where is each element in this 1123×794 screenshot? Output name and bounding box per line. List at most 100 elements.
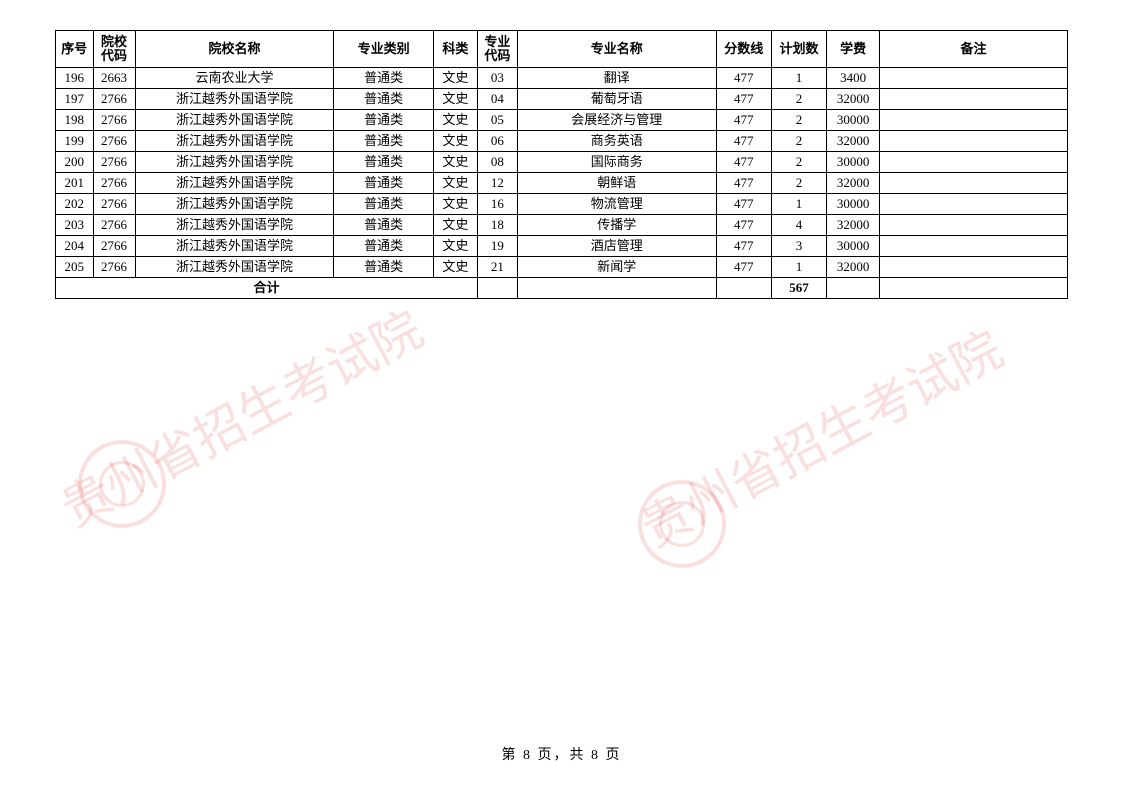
col-header-rem: 备注 <box>880 31 1068 68</box>
cell-code: 2766 <box>93 215 135 236</box>
cell-fee: 30000 <box>827 236 880 257</box>
cell-fee: 32000 <box>827 173 880 194</box>
table-row: 2052766浙江越秀外国语学院普通类文史21新闻学477132000 <box>56 257 1068 278</box>
cell-code: 2766 <box>93 131 135 152</box>
cell-mcode: 05 <box>478 110 518 131</box>
table-row: 2002766浙江越秀外国语学院普通类文史08国际商务477230000 <box>56 152 1068 173</box>
cell-score: 477 <box>716 110 771 131</box>
cell-score: 477 <box>716 173 771 194</box>
cell-mcode: 04 <box>478 89 518 110</box>
cell-sub: 文史 <box>433 236 477 257</box>
cell-name: 浙江越秀外国语学院 <box>135 257 334 278</box>
total-empty-major <box>517 278 716 299</box>
cell-rem <box>880 131 1068 152</box>
total-empty-score <box>716 278 771 299</box>
cell-code: 2766 <box>93 152 135 173</box>
cell-score: 477 <box>716 257 771 278</box>
total-empty-rem <box>880 278 1068 299</box>
total-empty-fee <box>827 278 880 299</box>
cell-name: 浙江越秀外国语学院 <box>135 110 334 131</box>
cell-code: 2766 <box>93 236 135 257</box>
cell-score: 477 <box>716 152 771 173</box>
page-container: 贵州省招生考试院 贵州省招生考试院 序号 院校代码 院校名称 专业类别 科类 专… <box>0 0 1123 794</box>
watermark-text-2: 贵州省招生考试院 <box>627 310 1014 561</box>
cell-name: 浙江越秀外国语学院 <box>135 173 334 194</box>
cell-mcode: 18 <box>478 215 518 236</box>
cell-major: 葡萄牙语 <box>517 89 716 110</box>
table-wrap: 序号 院校代码 院校名称 专业类别 科类 专业代码 专业名称 分数线 计划数 学… <box>0 0 1123 299</box>
cell-code: 2766 <box>93 194 135 215</box>
cell-plan: 3 <box>771 236 826 257</box>
cell-major: 商务英语 <box>517 131 716 152</box>
cell-seq: 205 <box>56 257 94 278</box>
cell-plan: 2 <box>771 152 826 173</box>
cell-cat: 普通类 <box>334 215 433 236</box>
cell-rem <box>880 110 1068 131</box>
cell-score: 477 <box>716 215 771 236</box>
page-footer: 第 8 页，共 8 页 <box>0 744 1123 764</box>
watermark-stamp-2 <box>638 480 726 568</box>
cell-name: 云南农业大学 <box>135 68 334 89</box>
cell-cat: 普通类 <box>334 194 433 215</box>
cell-seq: 201 <box>56 173 94 194</box>
cell-name: 浙江越秀外国语学院 <box>135 131 334 152</box>
cell-code: 2766 <box>93 173 135 194</box>
cell-name: 浙江越秀外国语学院 <box>135 194 334 215</box>
cell-cat: 普通类 <box>334 89 433 110</box>
cell-seq: 196 <box>56 68 94 89</box>
cell-major: 国际商务 <box>517 152 716 173</box>
cell-plan: 1 <box>771 257 826 278</box>
cell-fee: 30000 <box>827 110 880 131</box>
cell-mcode: 03 <box>478 68 518 89</box>
cell-cat: 普通类 <box>334 236 433 257</box>
cell-seq: 198 <box>56 110 94 131</box>
cell-major: 传播学 <box>517 215 716 236</box>
total-empty-mcode <box>478 278 518 299</box>
cell-score: 477 <box>716 131 771 152</box>
cell-score: 477 <box>716 194 771 215</box>
cell-major: 新闻学 <box>517 257 716 278</box>
cell-score: 477 <box>716 89 771 110</box>
cell-fee: 30000 <box>827 194 880 215</box>
cell-name: 浙江越秀外国语学院 <box>135 89 334 110</box>
col-header-plan: 计划数 <box>771 31 826 68</box>
cell-plan: 2 <box>771 89 826 110</box>
cell-cat: 普通类 <box>334 152 433 173</box>
table-row: 2042766浙江越秀外国语学院普通类文史19酒店管理477330000 <box>56 236 1068 257</box>
cell-sub: 文史 <box>433 194 477 215</box>
cell-rem <box>880 68 1068 89</box>
cell-major: 酒店管理 <box>517 236 716 257</box>
cell-fee: 32000 <box>827 215 880 236</box>
cell-sub: 文史 <box>433 68 477 89</box>
cell-seq: 203 <box>56 215 94 236</box>
cell-plan: 1 <box>771 194 826 215</box>
cell-sub: 文史 <box>433 131 477 152</box>
col-header-mcode: 专业代码 <box>478 31 518 68</box>
cell-sub: 文史 <box>433 173 477 194</box>
total-plan: 567 <box>771 278 826 299</box>
cell-plan: 1 <box>771 68 826 89</box>
cell-rem <box>880 257 1068 278</box>
cell-mcode: 06 <box>478 131 518 152</box>
cell-plan: 2 <box>771 110 826 131</box>
table-body: 1962663云南农业大学普通类文史03翻译477134001972766浙江越… <box>56 68 1068 278</box>
cell-plan: 2 <box>771 173 826 194</box>
col-header-seq: 序号 <box>56 31 94 68</box>
cell-seq: 202 <box>56 194 94 215</box>
cell-major: 物流管理 <box>517 194 716 215</box>
table-row: 1962663云南农业大学普通类文史03翻译47713400 <box>56 68 1068 89</box>
cell-fee: 3400 <box>827 68 880 89</box>
cell-rem <box>880 236 1068 257</box>
cell-code: 2766 <box>93 89 135 110</box>
cell-plan: 2 <box>771 131 826 152</box>
cell-rem <box>880 89 1068 110</box>
cell-sub: 文史 <box>433 152 477 173</box>
cell-code: 2663 <box>93 68 135 89</box>
cell-code: 2766 <box>93 257 135 278</box>
cell-mcode: 19 <box>478 236 518 257</box>
cell-cat: 普通类 <box>334 110 433 131</box>
col-header-code: 院校代码 <box>93 31 135 68</box>
col-header-score: 分数线 <box>716 31 771 68</box>
cell-cat: 普通类 <box>334 131 433 152</box>
cell-sub: 文史 <box>433 257 477 278</box>
